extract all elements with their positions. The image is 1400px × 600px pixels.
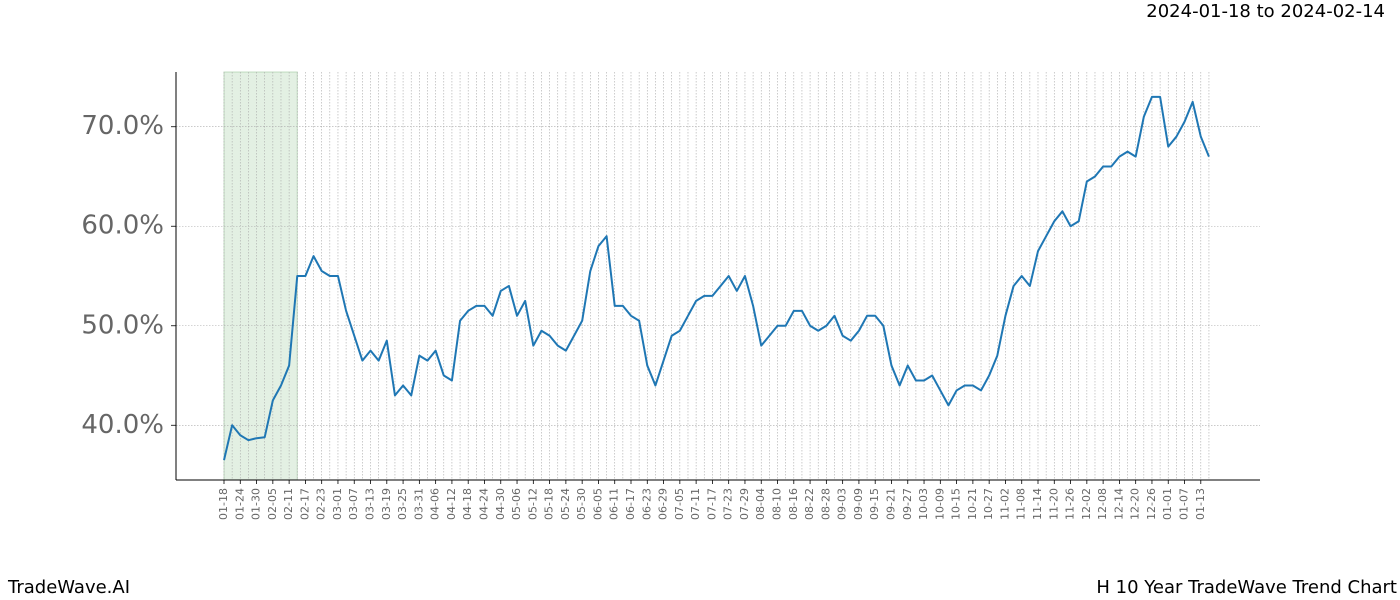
x-tick-label: 07-11 xyxy=(689,488,702,520)
x-tick-label: 04-12 xyxy=(445,488,458,520)
x-tick-label: 02-17 xyxy=(298,488,311,520)
footer-left: TradeWave.AI xyxy=(7,577,130,598)
y-tick-label: 50.0% xyxy=(81,310,164,340)
x-tick-label: 07-17 xyxy=(705,488,718,520)
x-tick-label: 11-14 xyxy=(1031,488,1044,520)
x-tick-label: 07-23 xyxy=(722,488,735,520)
x-tick-label: 08-04 xyxy=(754,488,767,520)
x-tick-label: 09-21 xyxy=(884,488,897,520)
x-tick-label: 12-14 xyxy=(1112,488,1125,520)
x-tick-label: 10-09 xyxy=(933,488,946,520)
x-tick-label: 01-01 xyxy=(1161,488,1174,520)
x-tick-label: 09-15 xyxy=(868,488,881,520)
x-tick-label: 06-23 xyxy=(640,488,653,520)
x-tick-label: 08-16 xyxy=(787,488,800,520)
x-tick-label: 11-20 xyxy=(1047,488,1060,520)
x-tick-label: 05-12 xyxy=(526,488,539,520)
x-tick-label: 04-18 xyxy=(461,488,474,520)
x-tick-label: 03-19 xyxy=(380,488,393,520)
x-tick-label: 02-23 xyxy=(315,488,328,520)
x-tick-label: 12-08 xyxy=(1096,488,1109,520)
x-tick-label: 04-06 xyxy=(429,488,442,520)
x-tick-label: 10-21 xyxy=(966,488,979,520)
x-tick-label: 02-11 xyxy=(282,488,295,520)
y-tick-label: 60.0% xyxy=(81,211,164,241)
x-tick-label: 11-02 xyxy=(998,488,1011,520)
x-tick-label: 09-03 xyxy=(836,488,849,520)
x-tick-label: 12-02 xyxy=(1080,488,1093,520)
x-tick-label: 06-29 xyxy=(657,488,670,520)
x-tick-label: 09-27 xyxy=(901,488,914,520)
x-tick-label: 05-24 xyxy=(559,488,572,520)
x-tick-label: 07-05 xyxy=(673,488,686,520)
x-tick-label: 01-07 xyxy=(1178,488,1191,520)
x-tick-label: 06-17 xyxy=(624,488,637,520)
x-tick-label: 04-30 xyxy=(494,488,507,520)
x-tick-label: 01-18 xyxy=(217,488,230,520)
y-tick-label: 70.0% xyxy=(81,111,164,141)
footer-right: H 10 Year TradeWave Trend Chart xyxy=(1096,577,1397,598)
x-tick-label: 12-20 xyxy=(1129,488,1142,520)
x-tick-label: 09-09 xyxy=(852,488,865,520)
x-tick-label: 08-28 xyxy=(819,488,832,520)
x-tick-label: 03-31 xyxy=(412,488,425,520)
x-tick-label: 01-30 xyxy=(250,488,263,520)
x-tick-label: 08-10 xyxy=(771,488,784,520)
x-tick-label: 10-03 xyxy=(917,488,930,520)
x-tick-label: 05-18 xyxy=(543,488,556,520)
x-tick-label: 03-13 xyxy=(364,488,377,520)
x-tick-label: 06-11 xyxy=(608,488,621,520)
x-tick-label: 01-13 xyxy=(1194,488,1207,520)
x-tick-label: 05-30 xyxy=(575,488,588,520)
chart-subtitle: 2024-01-18 to 2024-02-14 xyxy=(1146,1,1385,22)
x-tick-label: 04-24 xyxy=(477,488,490,520)
x-tick-label: 03-01 xyxy=(331,488,344,520)
x-tick-label: 03-25 xyxy=(396,488,409,520)
x-tick-label: 10-27 xyxy=(982,488,995,520)
x-tick-label: 11-26 xyxy=(1064,488,1077,520)
x-tick-label: 06-05 xyxy=(591,488,604,520)
x-tick-label: 01-24 xyxy=(233,488,246,520)
x-tick-label: 11-08 xyxy=(1015,488,1028,520)
shaded-span xyxy=(223,71,298,481)
x-tick-label: 03-07 xyxy=(347,488,360,520)
x-tick-label: 02-05 xyxy=(266,488,279,520)
x-tick-label: 08-22 xyxy=(803,488,816,520)
x-tick-label: 12-26 xyxy=(1145,488,1158,520)
x-tick-label: 10-15 xyxy=(950,488,963,520)
series-line xyxy=(223,95,1210,461)
y-tick-label: 40.0% xyxy=(81,410,164,440)
x-tick-label: 07-29 xyxy=(738,488,751,520)
x-tick-label: 05-06 xyxy=(510,488,523,520)
